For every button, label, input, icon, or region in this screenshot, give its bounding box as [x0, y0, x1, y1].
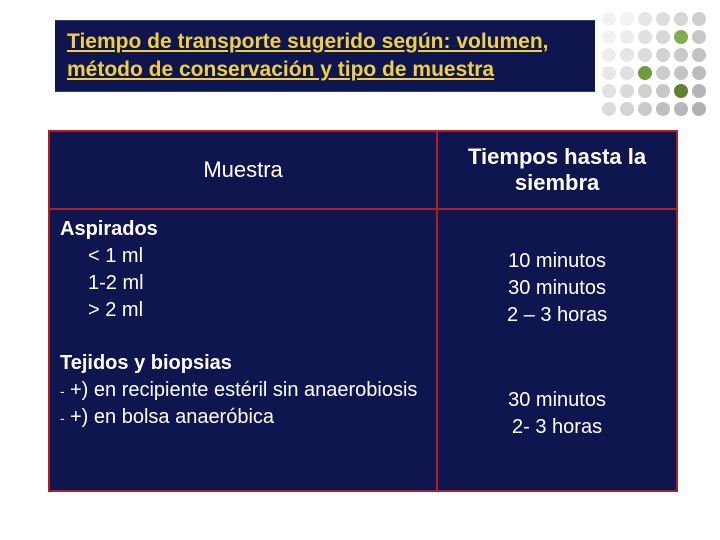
header-tiempos: Tiempos hasta la siembra: [438, 132, 676, 208]
transport-time-table: Muestra Tiempos hasta la siembra Aspirad…: [48, 130, 678, 492]
tejidos-time-1: 30 minutos: [444, 387, 670, 414]
decorative-dot: [620, 102, 634, 116]
decorative-dot: [674, 66, 688, 80]
decorative-dot: [638, 30, 652, 44]
decorative-dot: [620, 12, 634, 26]
section-aspirados-title: Aspirados: [60, 218, 426, 241]
tejidos-item-2: -+) en bolsa anaeróbica: [60, 404, 426, 431]
decorative-dot: [692, 12, 706, 26]
decorative-dot: [656, 102, 670, 116]
decorative-dot: [674, 48, 688, 62]
decorative-dot: [692, 66, 706, 80]
title-line-1: Tiempo de transporte sugerido según: vol…: [67, 28, 595, 56]
aspirados-item-2: 1-2 ml: [60, 270, 426, 297]
decorative-dot: [656, 12, 670, 26]
decorative-dot: [638, 12, 652, 26]
decorative-dot: [638, 48, 652, 62]
decorative-dot: [620, 66, 634, 80]
decorative-dot: [638, 84, 652, 98]
column-tiempos: 10 minutos 30 minutos 2 – 3 horas 30 min…: [438, 210, 676, 490]
decorative-dot: [692, 84, 706, 98]
decorative-dot: [638, 66, 652, 80]
decorative-dot: [656, 48, 670, 62]
decorative-dot: [602, 102, 616, 116]
decorative-dot: [638, 102, 652, 116]
decorative-dot: [656, 30, 670, 44]
decorative-dot-grid: [602, 12, 708, 118]
decorative-dot: [602, 30, 616, 44]
aspirados-time-1: 10 minutos: [444, 248, 670, 275]
decorative-dot: [674, 84, 688, 98]
decorative-dot: [620, 30, 634, 44]
decorative-dot: [674, 12, 688, 26]
aspirados-item-3: > 2 ml: [60, 297, 426, 324]
tejidos-time-2: 2- 3 horas: [444, 414, 670, 441]
decorative-dot: [602, 48, 616, 62]
decorative-dot: [656, 66, 670, 80]
decorative-dot: [692, 30, 706, 44]
decorative-dot: [674, 30, 688, 44]
table-body-row: Aspirados < 1 ml 1-2 ml > 2 ml Tejidos y…: [50, 210, 676, 490]
aspirados-time-2: 30 minutos: [444, 275, 670, 302]
decorative-dot: [620, 48, 634, 62]
decorative-dot: [620, 84, 634, 98]
decorative-dot: [674, 102, 688, 116]
decorative-dot: [692, 102, 706, 116]
section-tejidos-title: Tejidos y biopsias: [60, 352, 426, 375]
decorative-dot: [656, 84, 670, 98]
title-banner: Tiempo de transporte sugerido según: vol…: [55, 20, 595, 92]
decorative-dot: [602, 12, 616, 26]
aspirados-item-1: < 1 ml: [60, 243, 426, 270]
aspirados-time-3: 2 – 3 horas: [444, 302, 670, 329]
decorative-dot: [602, 84, 616, 98]
decorative-dot: [602, 66, 616, 80]
tejidos-item-1: -+) en recipiente estéril sin anaerobios…: [60, 377, 426, 404]
table-header-row: Muestra Tiempos hasta la siembra: [50, 132, 676, 210]
header-muestra: Muestra: [50, 132, 438, 208]
title-line-2: método de conservación y tipo de muestra: [67, 56, 595, 84]
decorative-dot: [692, 48, 706, 62]
column-muestra: Aspirados < 1 ml 1-2 ml > 2 ml Tejidos y…: [50, 210, 438, 490]
